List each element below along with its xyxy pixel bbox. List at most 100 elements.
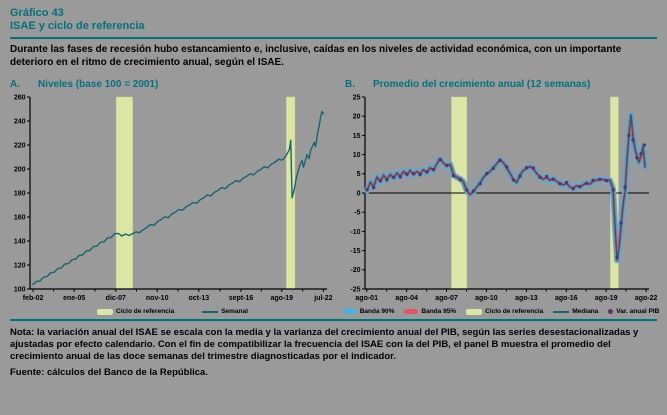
svg-text:sept-16: sept-16 xyxy=(229,295,254,302)
svg-text:120: 120 xyxy=(14,263,26,270)
pib-dot xyxy=(398,175,402,179)
legend-swatch-icon xyxy=(202,310,219,314)
pib-dot xyxy=(465,188,469,192)
pib-dot xyxy=(418,173,422,177)
svg-text:10: 10 xyxy=(353,152,361,159)
svg-text:140: 140 xyxy=(14,239,26,246)
pib-dot xyxy=(524,166,529,170)
legend-label: Banda 90% xyxy=(359,308,395,316)
pib-dot xyxy=(591,178,595,183)
legend-label: Var. anual PIB xyxy=(616,308,660,316)
pib-dot xyxy=(505,165,509,169)
panel-a: A. Niveles (base 100 = 2001) 260 240 220 20… xyxy=(10,79,335,315)
series-band-inner xyxy=(365,113,647,263)
divider-top xyxy=(10,37,657,40)
svg-text:ago-01: ago-01 xyxy=(355,295,378,302)
panel-b-title-text: Promedio del crecimiento anual (12 seman… xyxy=(373,79,591,91)
figure-title: ISAE y ciclo de referencia xyxy=(10,20,145,33)
svg-text:240: 240 xyxy=(14,119,26,126)
panel-b-legend: Banda 90% Banda 95% Ciclo de referencia Med… xyxy=(342,308,659,316)
svg-text:ago-04: ago-04 xyxy=(395,295,418,302)
legend-label: Ciclo de referencia xyxy=(485,308,544,316)
legend-item: Ciclo de referencia xyxy=(466,308,543,315)
svg-text:ene-05: ene-05 xyxy=(63,295,85,302)
svg-text:160: 160 xyxy=(14,215,26,222)
pib-dot xyxy=(627,134,631,138)
legend-label: Mediana xyxy=(572,308,599,316)
legend-swatch-icon xyxy=(608,309,614,315)
svg-text:ago-22: ago-22 xyxy=(635,295,657,302)
pib-dot xyxy=(558,182,562,186)
figure-source: Fuente: cálculos del Banco de la Repúbli… xyxy=(10,367,208,379)
pib-dot xyxy=(544,175,549,179)
pib-dot xyxy=(642,143,646,148)
svg-text:-5: -5 xyxy=(354,210,360,217)
figure-note: Nota: la variación anual del ISAE se esc… xyxy=(10,327,639,362)
legend-item: Semanal xyxy=(202,308,248,315)
legend-label: Banda 95% xyxy=(421,308,457,316)
svg-text:ago-19: ago-19 xyxy=(595,295,618,302)
svg-text:ago-19: ago-19 xyxy=(271,295,294,302)
legend-item: Banda 95% xyxy=(404,308,456,315)
pib-dot xyxy=(611,188,615,192)
divider-bottom xyxy=(10,319,657,322)
pib-dot xyxy=(391,175,396,180)
legend-label: Ciclo de referencia xyxy=(116,308,175,316)
recession-band xyxy=(115,97,133,290)
series-median xyxy=(366,114,646,262)
svg-text:0: 0 xyxy=(357,191,361,198)
svg-text:15: 15 xyxy=(353,133,361,140)
legend-swatch-icon xyxy=(97,308,114,315)
pib-dot xyxy=(615,256,619,260)
svg-text:dic-07: dic-07 xyxy=(106,295,126,302)
pib-dot xyxy=(578,185,582,189)
pib-dot xyxy=(445,164,449,168)
pib-dot xyxy=(564,181,569,185)
svg-text:-15: -15 xyxy=(350,248,360,255)
pib-dot xyxy=(631,138,635,143)
pib-dot xyxy=(458,178,462,182)
pib-dot xyxy=(385,178,389,182)
panel-a-legend: Ciclo de referencia Semanal xyxy=(10,308,335,315)
panel-a-title: A. Niveles (base 100 = 2001) xyxy=(10,79,335,90)
pib-dot xyxy=(639,152,643,156)
svg-text:-20: -20 xyxy=(350,268,360,275)
legend-swatch-icon xyxy=(404,309,419,315)
svg-text:ago-16: ago-16 xyxy=(555,295,578,302)
svg-text:ago-13: ago-13 xyxy=(515,295,538,302)
svg-text:ago-07: ago-07 xyxy=(435,295,458,302)
pib-dot xyxy=(365,188,369,192)
pib-dot xyxy=(451,174,456,178)
pib-dot xyxy=(635,156,639,160)
svg-text:20: 20 xyxy=(353,114,361,121)
pib-dot xyxy=(425,170,429,174)
pib-dot xyxy=(623,185,627,190)
svg-text:jul-22: jul-22 xyxy=(313,295,332,302)
svg-text:100: 100 xyxy=(14,287,26,294)
pib-dot xyxy=(584,182,589,186)
pib-dot xyxy=(471,189,476,194)
svg-text:-10: -10 xyxy=(350,229,360,236)
legend-swatch-icon xyxy=(466,308,483,315)
series-median xyxy=(32,111,325,286)
legend-item: Var. anual PIB xyxy=(608,308,659,315)
pib-dot xyxy=(571,187,575,191)
pib-dot xyxy=(431,168,436,172)
svg-text:260: 260 xyxy=(14,95,26,102)
svg-text:-25: -25 xyxy=(350,287,360,294)
svg-text:200: 200 xyxy=(14,167,26,174)
svg-text:220: 220 xyxy=(14,143,26,150)
legend-item: Banda 90% xyxy=(342,308,395,316)
svg-text:180: 180 xyxy=(14,191,26,198)
pib-dot xyxy=(411,172,416,176)
series-band-outer xyxy=(364,112,648,264)
pib-dot xyxy=(378,179,382,183)
chart-panels: A. Niveles (base 100 = 2001) 260 240 220 20… xyxy=(0,79,667,315)
pib-dot xyxy=(598,178,602,182)
legend-item: Ciclo de referencia xyxy=(97,308,174,315)
panel-b-label: B. xyxy=(345,79,355,91)
pib-dot xyxy=(371,186,376,190)
figure-header: Gráfico 43 ISAE y ciclo de referencia xyxy=(0,0,667,33)
pib-dot xyxy=(531,166,535,171)
legend-label: Semanal xyxy=(221,308,248,316)
